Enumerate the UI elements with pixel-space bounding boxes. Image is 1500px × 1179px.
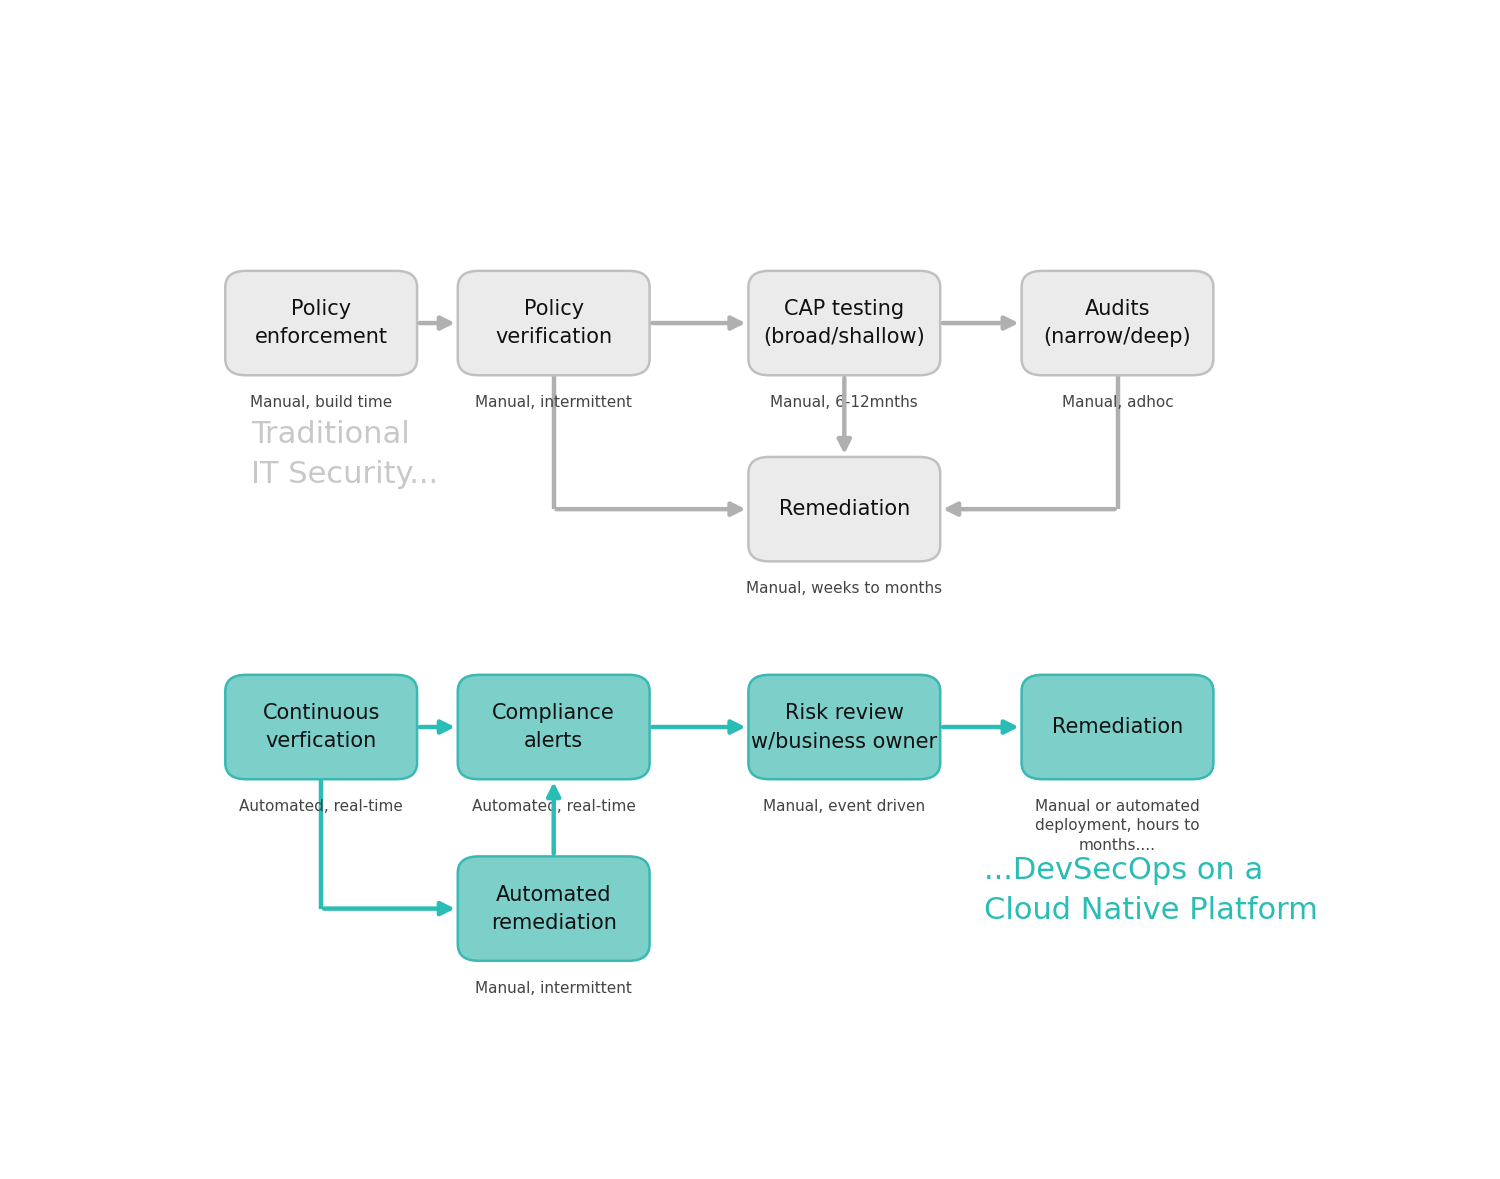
Text: Audits
(narrow/deep): Audits (narrow/deep) xyxy=(1044,299,1191,347)
Text: Compliance
alerts: Compliance alerts xyxy=(492,703,615,751)
FancyBboxPatch shape xyxy=(458,271,650,375)
Text: Risk review
w/business owner: Risk review w/business owner xyxy=(752,703,938,751)
Text: Remediation: Remediation xyxy=(778,499,910,519)
Text: Manual, weeks to months: Manual, weeks to months xyxy=(746,581,942,597)
FancyBboxPatch shape xyxy=(748,271,940,375)
FancyBboxPatch shape xyxy=(748,674,940,779)
Text: Manual or automated
deployment, hours to
months....: Manual or automated deployment, hours to… xyxy=(1035,799,1200,852)
FancyBboxPatch shape xyxy=(458,856,650,961)
Text: Manual, intermittent: Manual, intermittent xyxy=(476,981,632,996)
Text: Policy
enforcement: Policy enforcement xyxy=(255,299,387,347)
FancyBboxPatch shape xyxy=(748,457,940,561)
Text: ...DevSecOps on a
Cloud Native Platform: ...DevSecOps on a Cloud Native Platform xyxy=(984,856,1317,926)
Text: Automated
remediation: Automated remediation xyxy=(490,884,616,933)
FancyBboxPatch shape xyxy=(225,674,417,779)
Text: Traditional
IT Security...: Traditional IT Security... xyxy=(252,420,438,489)
FancyBboxPatch shape xyxy=(1022,271,1214,375)
Text: Manual, intermittent: Manual, intermittent xyxy=(476,395,632,410)
Text: Policy
verification: Policy verification xyxy=(495,299,612,347)
Text: Manual, build time: Manual, build time xyxy=(251,395,393,410)
Text: Manual, 6-12mnths: Manual, 6-12mnths xyxy=(771,395,918,410)
FancyBboxPatch shape xyxy=(1022,674,1214,779)
Text: Remediation: Remediation xyxy=(1052,717,1184,737)
Text: Manual, adhoc: Manual, adhoc xyxy=(1062,395,1173,410)
Text: Automated, real-time: Automated, real-time xyxy=(240,799,404,815)
Text: CAP testing
(broad/shallow): CAP testing (broad/shallow) xyxy=(764,299,926,347)
Text: Continuous
verfication: Continuous verfication xyxy=(262,703,380,751)
FancyBboxPatch shape xyxy=(458,674,650,779)
Text: Automated, real-time: Automated, real-time xyxy=(471,799,636,815)
Text: Manual, event driven: Manual, event driven xyxy=(764,799,926,815)
FancyBboxPatch shape xyxy=(225,271,417,375)
